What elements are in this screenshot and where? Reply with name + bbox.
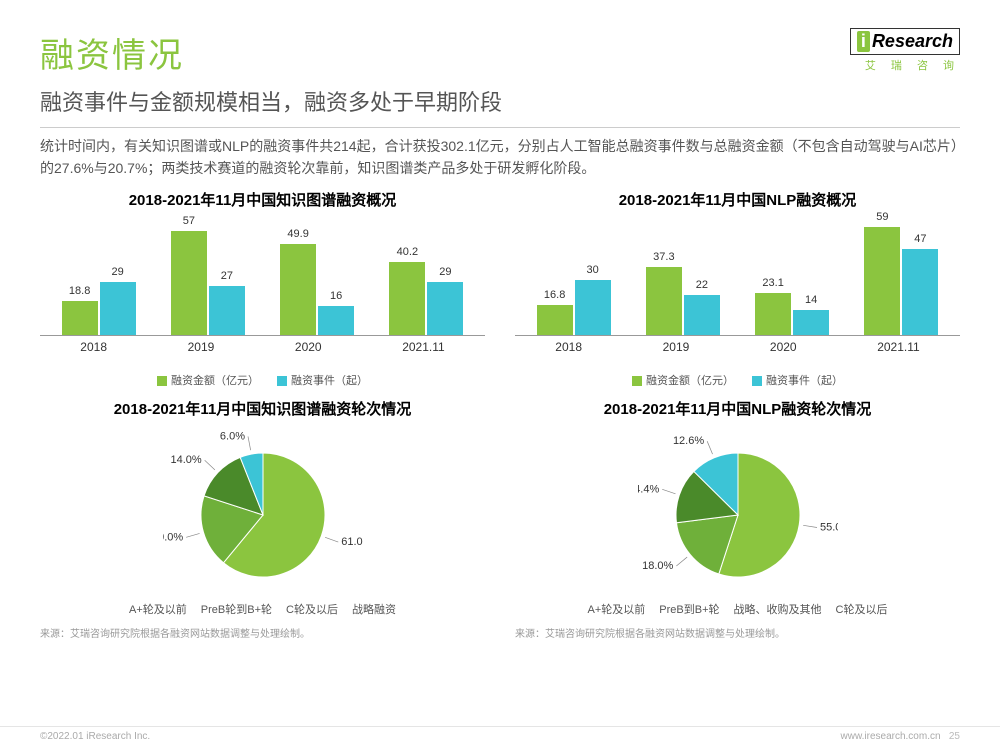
- bar2-amount-bar: 23.1: [755, 293, 791, 335]
- pie1-legend-item: C轮及以后: [286, 601, 338, 617]
- bar1-events-bar: 29: [100, 282, 136, 335]
- bar2-events-bar: 30: [575, 280, 611, 335]
- pie2-legend-item: A+轮及以前: [588, 601, 646, 617]
- page-subtitle: 融资事件与金额规模相当，融资多处于早期阶段: [40, 85, 502, 117]
- pie1-slice-label: 6.0%: [219, 431, 244, 443]
- pie2-legend: A+轮及以前 PreB到B+轮战略、收购及其他 C轮及以后: [515, 601, 960, 617]
- logo: iResearch 艾 瑞 咨 询: [850, 28, 960, 73]
- bar2-title: 2018-2021年11月中国NLP融资概况: [515, 189, 960, 210]
- pie2-slice-label: 55.0%: [820, 522, 838, 534]
- logo-i-icon: i: [857, 31, 870, 52]
- pie2-legend-item: PreB到B+轮: [659, 601, 719, 617]
- pie2-legend-item: C轮及以后: [836, 601, 888, 617]
- pie1-slice-label: 19.0%: [163, 532, 183, 544]
- footer-left: ©2022.01 iResearch Inc.: [40, 731, 150, 742]
- bar1-amount-bar: 40.2: [389, 262, 425, 336]
- pie1-legend: A+轮及以前 PreB轮到B+轮 C轮及以后战略融资: [40, 601, 485, 617]
- pie2-slice-label: 12.6%: [672, 436, 703, 448]
- bar2-events-bar: 47: [902, 249, 938, 335]
- divider: [40, 127, 960, 128]
- pie1-legend-item: 战略融资: [352, 601, 396, 617]
- source2: 来源：艾瑞咨询研究院根据各融资网站数据调整与处理绘制。: [515, 625, 960, 640]
- logo-box: iResearch: [850, 28, 960, 55]
- page-number: 25: [949, 731, 960, 742]
- bar1-amount-bar: 57: [171, 231, 207, 336]
- bar2-xlabel: 2018: [555, 340, 582, 354]
- bar1-amount-bar: 49.9: [280, 244, 316, 335]
- pie2-chart: 55.0% 18.0% 14.4% 12.6%: [638, 427, 838, 597]
- bar1-legend1: 融资金额（亿元）: [171, 375, 259, 387]
- pie1-title: 2018-2021年11月中国知识图谱融资轮次情况: [40, 398, 485, 419]
- pie1-slice-label: 61.0%: [341, 536, 363, 548]
- footer-right: www.iresearch.com.cn: [841, 731, 941, 742]
- body-text: 统计时间内，有关知识图谱或NLP的融资事件共214起，合计获投302.1亿元，分…: [40, 136, 960, 179]
- bar1-xlabel: 2018: [80, 340, 107, 354]
- bar2-amount-bar: 59: [864, 227, 900, 335]
- bar1-xlabel: 2021.11: [402, 340, 445, 354]
- pie1-legend-item: A+轮及以前: [129, 601, 187, 617]
- bar2-legend: 融资金额（亿元） 融资事件（起）: [515, 372, 960, 388]
- bar1-chart: 18.829572749.91640.229 2018201920202021.…: [40, 216, 485, 366]
- bar2-chart: 16.830 37.322 23.114 5947 2018 2019 2020 2021.…: [515, 216, 960, 366]
- pie2-legend-item: 战略、收购及其他: [734, 601, 822, 617]
- bar1-title: 2018-2021年11月中国知识图谱融资概况: [40, 189, 485, 210]
- bar2-xlabel: 2019: [663, 340, 690, 354]
- pie2-slice-label: 18.0%: [642, 560, 673, 572]
- bar1-xlabel: 2020: [295, 340, 322, 354]
- bar2-legend1: 融资金额（亿元）: [646, 375, 734, 387]
- bar1-legend2: 融资事件（起）: [291, 375, 368, 387]
- bar2-events-bar: 14: [793, 310, 829, 336]
- bar1-events-bar: 27: [209, 286, 245, 336]
- bar2-amount-bar: 37.3: [646, 267, 682, 335]
- logo-text: Research: [872, 31, 953, 52]
- pie2-title: 2018-2021年11月中国NLP融资轮次情况: [515, 398, 960, 419]
- logo-subtitle: 艾 瑞 咨 询: [850, 57, 960, 73]
- pie1-chart: 61.0% 19.0% 14.0% 6.0%: [163, 427, 363, 597]
- bar2-xlabel: 2020: [770, 340, 797, 354]
- bar1-events-bar: 29: [427, 282, 463, 335]
- bar2-xlabel: 2021.11: [877, 340, 920, 354]
- bar2-legend2: 融资事件（起）: [766, 375, 843, 387]
- bar2-events-bar: 22: [684, 295, 720, 335]
- source1: 来源：艾瑞咨询研究院根据各融资网站数据调整与处理绘制。: [40, 625, 485, 640]
- pie2-slice-label: 14.4%: [638, 484, 659, 496]
- bar1-xlabel: 2019: [188, 340, 215, 354]
- pie1-legend-item: PreB轮到B+轮: [201, 601, 272, 617]
- bar1-events-bar: 16: [318, 306, 354, 335]
- page-title: 融资情况: [40, 28, 502, 77]
- bar1-legend: 融资金额（亿元） 融资事件（起）: [40, 372, 485, 388]
- bar1-amount-bar: 18.8: [62, 301, 98, 335]
- bar2-amount-bar: 16.8: [537, 305, 573, 336]
- footer: ©2022.01 iResearch Inc. www.iresearch.co…: [0, 726, 1000, 742]
- pie1-slice-label: 14.0%: [170, 455, 201, 467]
